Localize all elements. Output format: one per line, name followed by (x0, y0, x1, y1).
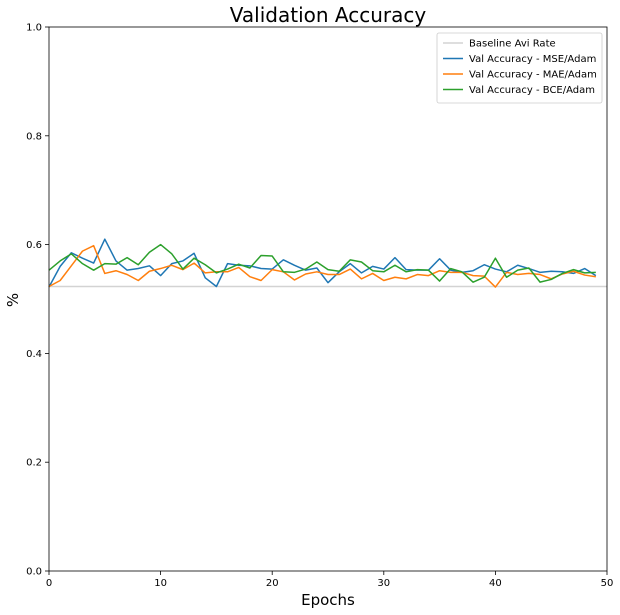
legend-label: Val Accuracy - MAE/Adam (469, 70, 597, 81)
y-tick-label: 0.8 (26, 131, 42, 142)
x-axis-label: Epochs (301, 591, 355, 609)
y-tick-label: 1.0 (26, 23, 42, 34)
y-tick-label: 0.6 (26, 240, 42, 251)
series-line-3 (48, 243, 596, 283)
x-tick-label: 0 (46, 578, 52, 589)
y-axis-label: % (4, 293, 22, 307)
legend: Baseline Avi Rate Val Accuracy - MSE/Adam… (436, 32, 603, 104)
series-line-1 (48, 238, 597, 288)
y-tick-label: 0.4 (26, 349, 42, 360)
chart-title: Validation Accuracy (230, 3, 427, 27)
legend-box (436, 32, 603, 104)
y-tick-label: 0.2 (26, 458, 42, 469)
legend-label: Val Accuracy - BCE/Adam (469, 85, 595, 96)
legend-label: Baseline Avi Rate (469, 39, 556, 50)
x-tick-label: 50 (601, 578, 614, 589)
y-tick-label: 0.0 (26, 567, 42, 578)
plot-area (49, 27, 607, 571)
axes-frame (48, 26, 608, 572)
legend-label: Val Accuracy - MSE/Adam (469, 54, 596, 65)
x-tick-label: 20 (266, 578, 279, 589)
x-tick-label: 40 (489, 578, 502, 589)
x-tick-label: 30 (377, 578, 390, 589)
x-tick-label: 10 (154, 578, 167, 589)
